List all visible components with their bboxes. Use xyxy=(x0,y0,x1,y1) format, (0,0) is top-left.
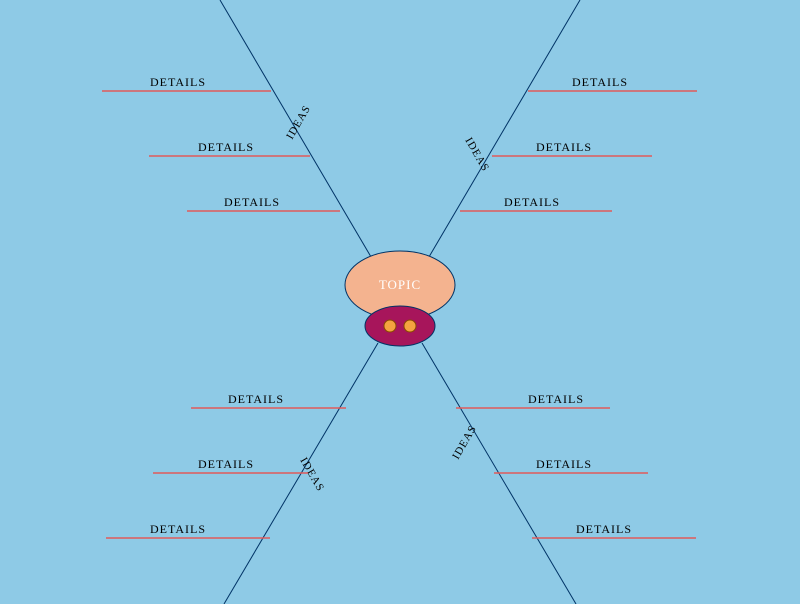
dot-left-icon xyxy=(384,320,396,332)
detail-label-top_left-1: DETAILS xyxy=(198,140,254,154)
detail-label-top_left-0: DETAILS xyxy=(150,75,206,89)
detail-label-top_right-1: DETAILS xyxy=(536,140,592,154)
detail-label-top_right-0: DETAILS xyxy=(572,75,628,89)
detail-label-top_left-2: DETAILS xyxy=(224,195,280,209)
detail-label-bottom_right-0: DETAILS xyxy=(528,392,584,406)
topic-label: TOPIC xyxy=(379,277,421,292)
detail-label-bottom_left-0: DETAILS xyxy=(228,392,284,406)
detail-label-top_right-2: DETAILS xyxy=(504,195,560,209)
detail-label-bottom_right-2: DETAILS xyxy=(576,522,632,536)
detail-label-bottom_right-1: DETAILS xyxy=(536,457,592,471)
detail-label-bottom_left-1: DETAILS xyxy=(198,457,254,471)
dot-right-icon xyxy=(404,320,416,332)
detail-label-bottom_left-2: DETAILS xyxy=(150,522,206,536)
mindmap-diagram: IDEASDETAILSDETAILSDETAILSIDEASDETAILSDE… xyxy=(0,0,800,604)
sub-ellipse xyxy=(365,306,435,346)
